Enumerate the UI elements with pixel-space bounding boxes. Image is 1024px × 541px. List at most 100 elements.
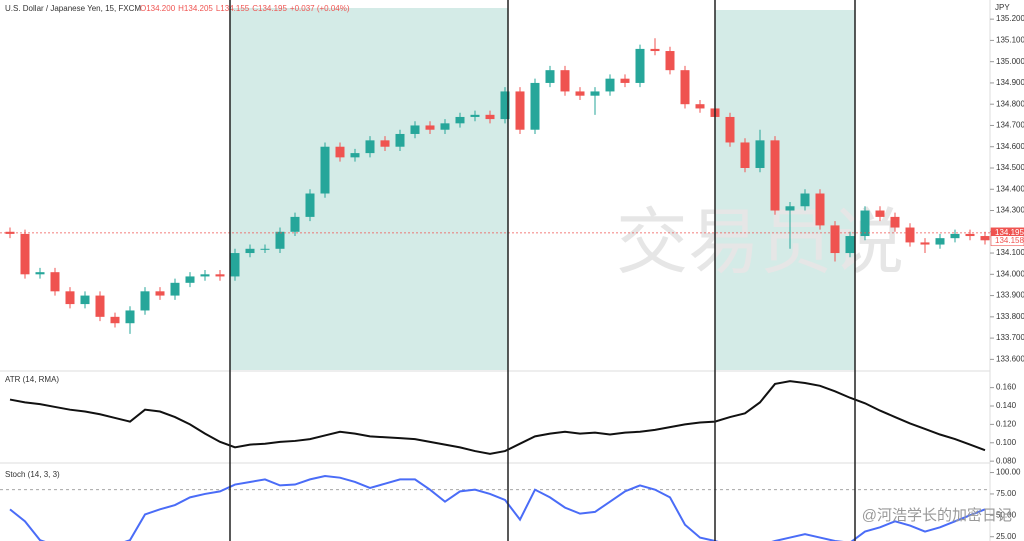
candle-body <box>500 91 510 120</box>
candle-body <box>215 274 225 277</box>
y-tick-label: 0.140 <box>996 401 1017 410</box>
candle-body <box>695 104 705 109</box>
candle-body <box>380 140 390 147</box>
candle-body <box>980 236 990 241</box>
candle-body <box>80 295 90 305</box>
candle-body <box>950 233 960 239</box>
y-tick-label: 134.600 <box>996 142 1024 151</box>
candle-body <box>485 114 495 120</box>
candle-body <box>545 70 555 83</box>
candle-body <box>350 153 360 158</box>
candle-body <box>560 70 570 92</box>
candle-body <box>20 233 30 275</box>
candle-body <box>335 146 345 158</box>
candle-body <box>245 248 255 254</box>
y-tick-label: 134.400 <box>996 184 1024 193</box>
price-tag <box>990 235 1024 247</box>
y-tick-label: 25.00 <box>996 532 1017 541</box>
highlight-zone <box>715 10 855 370</box>
candle-body <box>200 274 210 277</box>
symbol-title: U.S. Dollar / Japanese Yen, 15, FXCM <box>5 4 141 13</box>
candle-body <box>650 48 660 52</box>
watermark: 交易员说 <box>616 203 904 283</box>
y-tick-label: 134.500 <box>996 163 1024 172</box>
candle-body <box>530 82 540 130</box>
candle-body <box>875 210 885 217</box>
credit: @河浩学长的加密日记 <box>862 507 1012 524</box>
candle-body <box>95 295 105 317</box>
y-tick-label: 0.100 <box>996 438 1017 447</box>
candle-body <box>65 291 75 305</box>
price-tag-label: 134.158 <box>995 236 1024 245</box>
pane <box>0 38 990 334</box>
candle-body <box>575 91 585 96</box>
candle-body <box>635 48 645 83</box>
indicator-line <box>9 474 986 541</box>
candle-body <box>815 193 825 226</box>
candle-body <box>665 51 675 71</box>
candle-body <box>725 116 735 143</box>
candle-body <box>680 70 690 105</box>
candle-body <box>425 125 435 130</box>
y-tick-label: 50.00 <box>996 510 1017 519</box>
candle-body <box>800 193 810 207</box>
highlight-zone <box>230 8 508 370</box>
candle-body <box>395 133 405 147</box>
candle-body <box>440 123 450 130</box>
candle-body <box>590 91 600 96</box>
y-tick-label: 134.300 <box>996 206 1024 215</box>
pane <box>0 474 990 541</box>
y-tick-label: 134.700 <box>996 121 1024 130</box>
ohlc-value: H134.205 <box>178 4 213 13</box>
pane-title: Stoch (14, 3, 3) <box>5 470 60 479</box>
y-tick-label: 134.000 <box>996 269 1024 278</box>
candle-body <box>125 310 135 324</box>
pane-title: ATR (14, RMA) <box>5 375 59 384</box>
y-tick-label: 100.00 <box>996 468 1021 477</box>
y-tick-label: 133.600 <box>996 354 1024 363</box>
candle-body <box>185 276 195 283</box>
y-tick-label: 0.160 <box>996 383 1017 392</box>
ohlc-value: C134.195 <box>252 4 287 13</box>
candle-body <box>890 216 900 228</box>
ohlc-value: O134.200 <box>140 4 176 13</box>
candle-body <box>935 238 945 245</box>
candle-body <box>965 233 975 237</box>
candle-body <box>620 78 630 83</box>
y-tick-label: 133.900 <box>996 291 1024 300</box>
candle-body <box>35 272 45 275</box>
y-tick-label: 135.100 <box>996 36 1024 45</box>
candle-body <box>290 216 300 232</box>
candle-body <box>515 91 525 130</box>
candle-body <box>830 225 840 254</box>
candle-body <box>845 236 855 254</box>
indicator-line <box>9 380 986 455</box>
candle-body <box>455 116 465 124</box>
y-tick-label: 134.100 <box>996 248 1024 257</box>
candle-body <box>275 231 285 249</box>
candle-body <box>155 291 165 296</box>
candle-body <box>110 316 120 324</box>
candle-body <box>365 140 375 154</box>
candle-body <box>140 291 150 311</box>
y-tick-label: 133.700 <box>996 333 1024 342</box>
candle-body <box>785 206 795 211</box>
y-tick-label: 135.000 <box>996 57 1024 66</box>
ohlc-legend: O134.200 H134.205 L134.155 C134.195 +0.037 (… <box>140 4 350 13</box>
y-tick-label: 134.800 <box>996 99 1024 108</box>
ohlc-value: +0.037 (+0.04%) <box>290 4 350 13</box>
y-tick-label: 133.800 <box>996 312 1024 321</box>
candle-body <box>905 227 915 243</box>
candle-body <box>770 140 780 211</box>
candle-body <box>305 193 315 217</box>
candle-body <box>410 125 420 134</box>
y-tick-label: 0.080 <box>996 456 1017 465</box>
candle-body <box>740 142 750 168</box>
candle-body <box>920 242 930 245</box>
candle-body <box>320 146 330 194</box>
candle-body <box>755 140 765 168</box>
y-tick-label: 135.200 <box>996 14 1024 23</box>
pane <box>9 380 986 455</box>
